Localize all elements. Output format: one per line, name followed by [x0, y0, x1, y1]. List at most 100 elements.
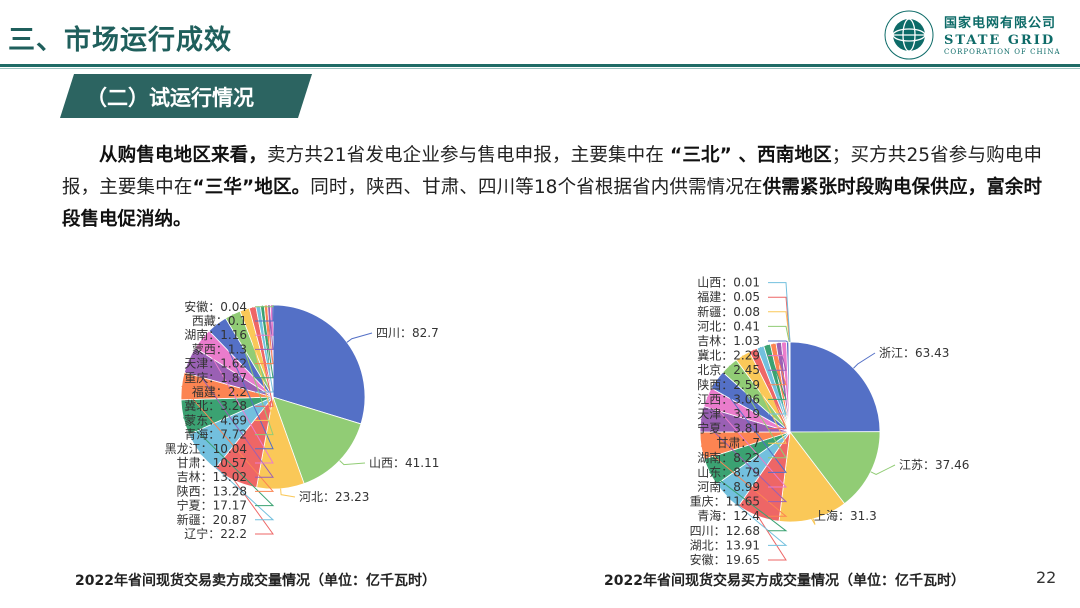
- slice-label: 湖北：13.91: [690, 537, 760, 552]
- page-title: 三、市场运行成效: [8, 25, 232, 56]
- para-meanwhile: 同时，陕西、甘肃、四川等18个省根据省内供需情况在: [310, 177, 763, 198]
- leader-line: [853, 352, 876, 369]
- section-banner: [60, 74, 312, 118]
- leader-line: [768, 282, 791, 343]
- buyer-chart-title: 2022年省间现货交易买方成交量情况（单位：亿千瓦时）: [604, 573, 965, 589]
- slice-label: 山西：41.11: [369, 456, 439, 470]
- leader-line: [716, 379, 787, 473]
- seller-chart-title: 2022年省间现货交易卖方成交量情况（单位：亿千瓦时）: [75, 573, 436, 589]
- leader-line: [339, 460, 366, 466]
- slice-label: 甘肃：7: [716, 436, 760, 450]
- leader-line: [182, 417, 275, 507]
- slice-label: 江苏：37.46: [899, 458, 969, 472]
- slice-label: 宁夏：17.17: [177, 498, 247, 513]
- slice-label: 福建：2.2: [192, 384, 247, 399]
- pie-charts: 四川：82.7山西：41.11河北：23.23辽宁：22.2新疆：20.87宁夏…: [165, 276, 970, 566]
- logo-chinese-name: 国家电网有限公司: [944, 16, 1057, 31]
- slice-label: 重庆：1.87: [184, 371, 247, 385]
- slice-label: 湖南：1.16: [184, 327, 247, 342]
- summary-paragraph: 从购售电地区来看，卖方共21省发电企业参与售电申报，主要集中在 “三北” 、西南…: [62, 140, 1042, 236]
- leader-line: [768, 311, 791, 343]
- slice-label: 上海：31.3: [814, 508, 877, 523]
- pie-slice: [789, 341, 881, 433]
- slice-label: 天津：1.62: [184, 357, 247, 371]
- leader-line: [255, 305, 274, 350]
- leader-line: [255, 305, 274, 379]
- leader-line: [188, 359, 274, 478]
- slice-label: 新疆：20.87: [177, 512, 247, 527]
- leader-line: [728, 365, 787, 459]
- slice-label: 冀北：2.29: [697, 349, 760, 363]
- leader-line: [252, 307, 274, 407]
- leader-line: [768, 342, 787, 371]
- para-buyer: ；买方共25省参与购电申报，主要集中在: [62, 145, 1042, 198]
- leader-line: [232, 314, 274, 436]
- slice-label: 四川：82.7: [376, 326, 439, 340]
- slice-label: 福建：0.05: [697, 289, 760, 304]
- leader-line: [346, 332, 373, 343]
- leader-line: [757, 515, 787, 561]
- leader-line: [768, 343, 787, 386]
- slice-label: 山东：8.79: [697, 465, 760, 479]
- leader-line: [199, 452, 275, 521]
- leader-line: [766, 344, 787, 400]
- slice-label: 宁夏：3.81: [697, 421, 760, 436]
- leader-line: [201, 338, 274, 464]
- globe-icon: [884, 10, 934, 60]
- logo-subtitle: CORPORATION OF CHINA: [944, 48, 1061, 56]
- section-subtitle: （二）试运行情况: [86, 86, 254, 110]
- slice-label: 吉林：13.02: [177, 470, 247, 484]
- leader-line: [809, 515, 816, 525]
- slice-label: 辽宁：22.2: [184, 526, 247, 541]
- page-number: 22: [1036, 568, 1057, 587]
- slice-label: 陕西：2.59: [697, 377, 760, 392]
- slice-label: 青海：12.4: [697, 508, 760, 523]
- slice-label: 天津：3.19: [697, 407, 760, 421]
- leader-line: [700, 445, 788, 517]
- slice-label: 江西：3.06: [697, 392, 760, 406]
- slice-label: 安徽：0.04: [184, 299, 247, 314]
- slice-label: 吉林：1.03: [697, 334, 760, 348]
- slice-label: 河南：8.99: [697, 479, 760, 494]
- pie-slice: [272, 396, 362, 485]
- slice-label: 青海：7.72: [184, 427, 247, 442]
- slice-label: 陕西：13.28: [177, 483, 247, 498]
- header-divider-thin: [0, 68, 1080, 69]
- leader-line: [255, 305, 274, 365]
- slice-label: 新疆：0.08: [697, 304, 760, 319]
- pie-slice: [789, 431, 881, 505]
- slice-label: 蒙西：1.3: [192, 342, 247, 356]
- leader-line: [255, 304, 274, 336]
- slice-label: 北京：2.45: [697, 363, 760, 377]
- leader-line: [706, 396, 788, 488]
- para-buyer-regions: “三华”地区。: [192, 177, 311, 198]
- slice-label: 冀北：3.28: [184, 399, 247, 413]
- slice-label: 甘肃：10.57: [177, 456, 247, 470]
- leader-line: [742, 355, 787, 444]
- header-divider: [0, 64, 1080, 67]
- slice-label: 重庆：11.65: [690, 495, 760, 509]
- slice-label: 黑龙江：10.04: [165, 442, 247, 456]
- para-seller: 卖方共21省发电企业参与售电申报，主要集中在: [266, 145, 671, 166]
- leader-line: [255, 304, 274, 322]
- state-grid-logo: 国家电网有限公司 STATE GRID CORPORATION OF CHINA: [880, 8, 1080, 62]
- leader-line: [709, 471, 788, 532]
- leader-line: [759, 346, 787, 415]
- slice-label: 蒙东：4.69: [184, 413, 247, 427]
- leader-line: [726, 495, 788, 546]
- logo-english-name: STATE GRID: [944, 33, 1056, 48]
- leader-line: [244, 309, 274, 421]
- slice-label: 西藏：0.1: [192, 314, 247, 328]
- leader-line: [216, 323, 274, 450]
- para-lead: 从购售电地区来看，: [99, 145, 267, 166]
- leader-line: [752, 349, 787, 430]
- leader-line: [768, 342, 787, 357]
- slice-label: 山西：0.01: [697, 276, 760, 290]
- para-seller-regions: “三北” 、西南地区: [670, 145, 832, 166]
- slice-label: 湖南：8.22: [697, 450, 760, 465]
- leader-line: [280, 488, 296, 498]
- slice-label: 浙江：63.43: [879, 346, 949, 360]
- leader-line: [181, 385, 275, 492]
- leader-line: [700, 418, 788, 503]
- leader-line: [768, 340, 788, 343]
